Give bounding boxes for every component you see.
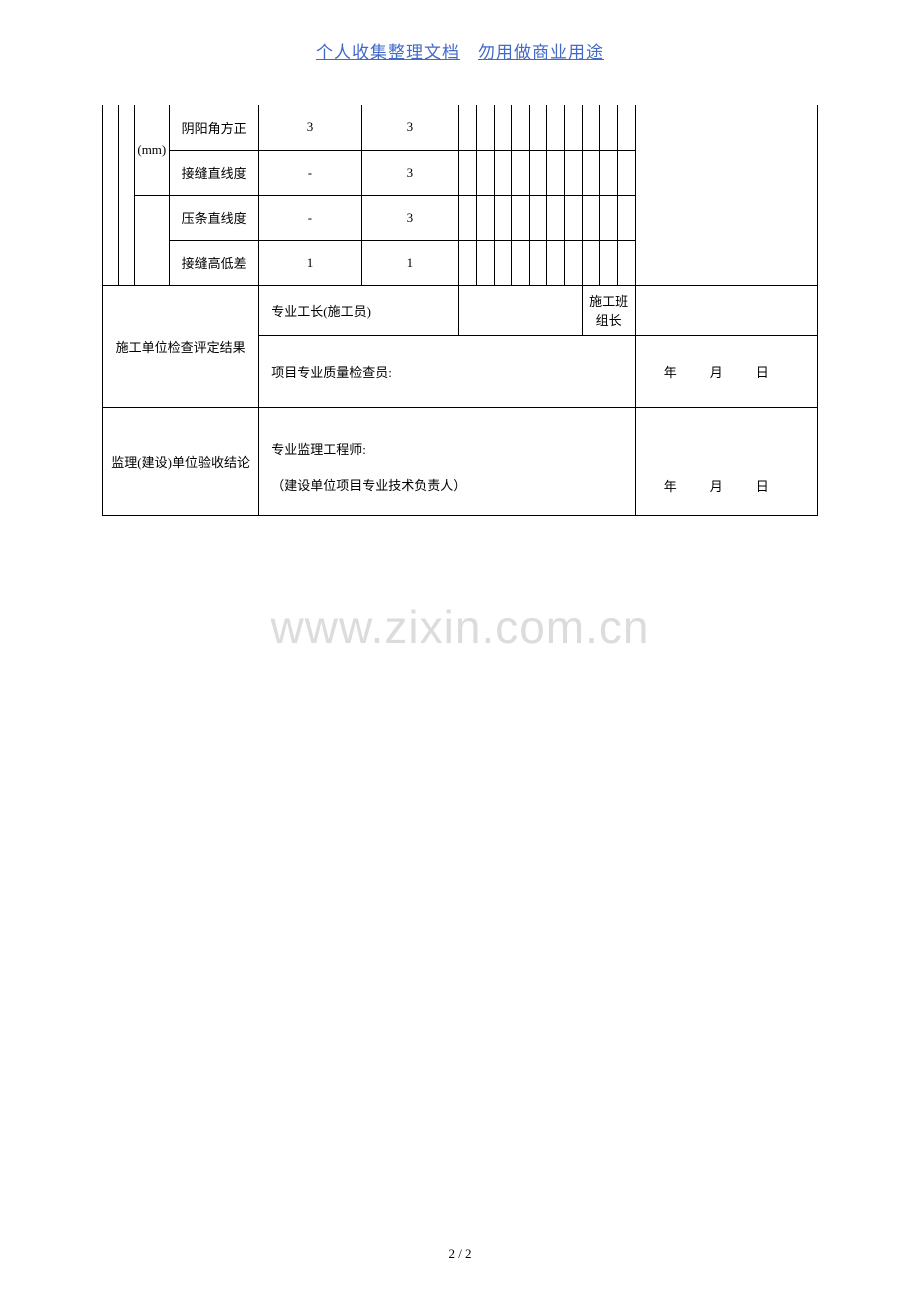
grid-cell bbox=[582, 150, 600, 195]
grid-cell bbox=[617, 105, 635, 150]
grid-cell bbox=[512, 195, 530, 240]
foreman-value bbox=[459, 285, 582, 335]
foreman-label: 专业工长(施工员) bbox=[259, 285, 459, 335]
header-text-2: 勿用做商业用途 bbox=[478, 43, 604, 62]
grid-cell bbox=[582, 195, 600, 240]
header-text-1: 个人收集整理文档 bbox=[316, 43, 460, 62]
value-cell: 3 bbox=[361, 105, 459, 150]
grid-cell bbox=[494, 195, 512, 240]
page-header: 个人收集整理文档 勿用做商业用途 bbox=[0, 0, 920, 93]
grid-cell bbox=[547, 195, 565, 240]
grid-cell bbox=[617, 195, 635, 240]
grid-cell bbox=[600, 240, 618, 285]
grid-cell bbox=[617, 150, 635, 195]
grid-cell bbox=[600, 105, 618, 150]
empty-cell bbox=[119, 105, 134, 285]
owner-label: （建设单位项目专业技术负责人） bbox=[271, 468, 634, 504]
table-row: 监理(建设)单位验收结论 专业监理工程师: （建设单位项目专业技术负责人） 年 … bbox=[103, 407, 818, 515]
item-name: 接缝直线度 bbox=[169, 150, 258, 195]
grid-cell bbox=[582, 105, 600, 150]
grid-cell bbox=[565, 195, 583, 240]
grid-cell bbox=[529, 105, 547, 150]
grid-cell bbox=[565, 240, 583, 285]
empty-result-cell bbox=[635, 105, 817, 285]
grid-cell bbox=[494, 105, 512, 150]
grid-cell bbox=[512, 240, 530, 285]
supervisor-label: 专业监理工程师: bbox=[271, 432, 634, 468]
grid-cell bbox=[529, 240, 547, 285]
grid-cell bbox=[476, 150, 494, 195]
value-cell: 3 bbox=[361, 195, 459, 240]
grid-cell bbox=[582, 240, 600, 285]
grid-cell bbox=[512, 105, 530, 150]
grid-cell bbox=[529, 195, 547, 240]
grid-cell bbox=[565, 105, 583, 150]
empty-cell bbox=[103, 105, 119, 285]
grid-cell bbox=[459, 240, 477, 285]
value-cell: - bbox=[259, 195, 361, 240]
date-cell: 年 月 日 bbox=[635, 407, 817, 515]
empty-cell bbox=[134, 195, 169, 285]
item-name: 接缝高低差 bbox=[169, 240, 258, 285]
date-cell: 年 月 日 bbox=[635, 335, 817, 407]
grid-cell bbox=[600, 150, 618, 195]
grid-cell bbox=[617, 240, 635, 285]
grid-cell bbox=[476, 195, 494, 240]
grid-cell bbox=[512, 150, 530, 195]
grid-cell bbox=[476, 105, 494, 150]
supervision-result-label: 监理(建设)单位验收结论 bbox=[103, 407, 259, 515]
watermark-text: www.zixin.com.cn bbox=[0, 600, 920, 654]
grid-cell bbox=[494, 150, 512, 195]
grid-cell bbox=[459, 195, 477, 240]
construction-result-label: 施工单位检查评定结果 bbox=[103, 285, 259, 407]
item-name: 压条直线度 bbox=[169, 195, 258, 240]
value-cell: 1 bbox=[259, 240, 361, 285]
grid-cell bbox=[459, 105, 477, 150]
team-leader-value bbox=[635, 285, 817, 335]
grid-cell bbox=[600, 195, 618, 240]
value-cell: 1 bbox=[361, 240, 459, 285]
grid-cell bbox=[565, 150, 583, 195]
item-name: 阴阳角方正 bbox=[169, 105, 258, 150]
unit-cell: (mm) bbox=[134, 105, 169, 195]
grid-cell bbox=[476, 240, 494, 285]
grid-cell bbox=[547, 105, 565, 150]
table-row: 施工单位检查评定结果 专业工长(施工员) 施工班组长 bbox=[103, 285, 818, 335]
value-cell: - bbox=[259, 150, 361, 195]
supervisor-cell: 专业监理工程师: （建设单位项目专业技术负责人） bbox=[259, 407, 635, 515]
team-leader-label: 施工班组长 bbox=[582, 285, 635, 335]
grid-cell bbox=[459, 150, 477, 195]
table-row: (mm) 阴阳角方正 3 3 bbox=[103, 105, 818, 150]
value-cell: 3 bbox=[361, 150, 459, 195]
grid-cell bbox=[547, 240, 565, 285]
grid-cell bbox=[529, 150, 547, 195]
page-number: 2 / 2 bbox=[0, 1246, 920, 1262]
grid-cell bbox=[547, 150, 565, 195]
inspection-table: (mm) 阴阳角方正 3 3 接缝直线度 - 3 压条直线度 - 3 bbox=[102, 105, 818, 516]
grid-cell bbox=[494, 240, 512, 285]
quality-inspector-cell: 项目专业质量检查员: bbox=[259, 335, 635, 407]
value-cell: 3 bbox=[259, 105, 361, 150]
